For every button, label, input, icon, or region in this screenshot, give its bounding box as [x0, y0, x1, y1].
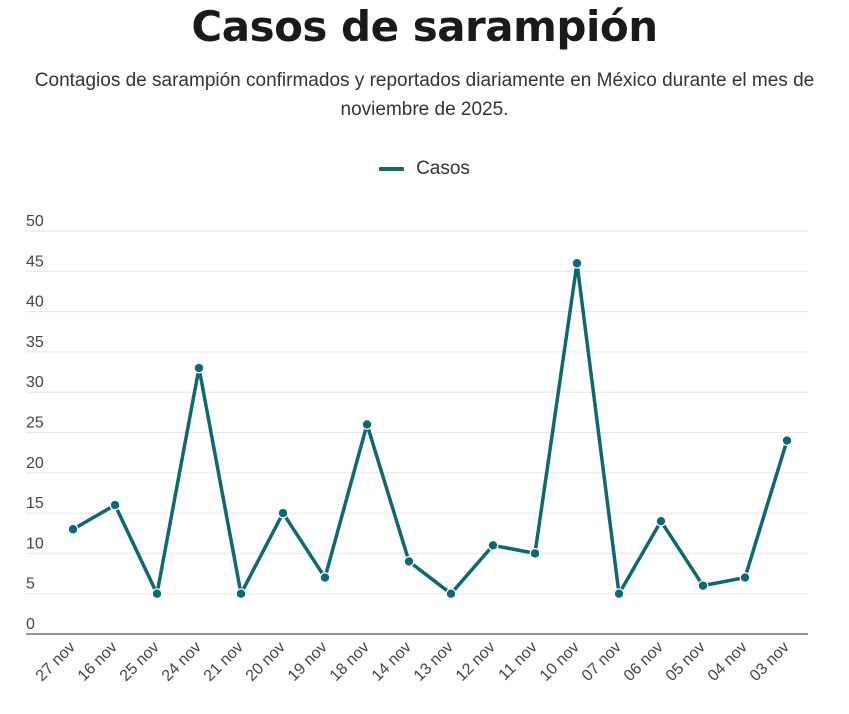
- x-tick-label: 05 nov: [663, 639, 709, 685]
- y-tick-label-20: 20: [26, 455, 44, 472]
- y-tick-label-30: 30: [26, 374, 44, 391]
- y-tick-label-10: 10: [26, 535, 44, 552]
- x-tick-label: 16 nov: [75, 639, 121, 685]
- x-tick-label: 21 nov: [201, 639, 247, 685]
- legend-swatch-casos: [379, 167, 405, 171]
- data-point: [403, 556, 415, 567]
- y-tick-label-0: 0: [26, 616, 35, 633]
- data-point: [781, 435, 793, 446]
- y-tick-label-50: 50: [26, 213, 44, 230]
- x-tick-label: 10 nov: [537, 639, 583, 685]
- data-point: [529, 548, 541, 559]
- series-casos: [67, 257, 793, 600]
- y-tick-label-15: 15: [26, 495, 44, 512]
- data-point: [151, 588, 163, 600]
- data-point: [361, 419, 373, 430]
- y-tick-label-25: 25: [26, 415, 44, 432]
- data-point: [109, 499, 121, 511]
- legend: Casos: [0, 158, 849, 180]
- x-tick-label: 25 nov: [117, 639, 163, 685]
- data-point: [655, 515, 667, 527]
- gridlines: [26, 230, 808, 595]
- y-tick-label-40: 40: [26, 294, 44, 311]
- x-tick-label: 20 nov: [243, 639, 289, 685]
- data-point: [193, 362, 205, 374]
- x-tick-label: 19 nov: [285, 639, 331, 685]
- x-tick-label: 04 nov: [705, 639, 751, 685]
- x-tick-label: 14 nov: [369, 639, 415, 685]
- x-tick-label: 07 nov: [579, 639, 625, 685]
- chart-title: Casos de sarampión: [191, 2, 658, 51]
- x-tick-label: 03 nov: [747, 639, 793, 685]
- data-point: [697, 580, 709, 592]
- y-tick-label-45: 45: [26, 253, 44, 270]
- data-point: [445, 588, 457, 600]
- data-point: [235, 588, 247, 600]
- x-tick-label: 18 nov: [327, 639, 373, 685]
- x-tick-label: 13 nov: [411, 639, 457, 685]
- legend-label-casos: Casos: [416, 158, 470, 179]
- chart-subtitle: Contagios de sarampión confirmados y rep…: [34, 70, 815, 120]
- y-axis: 0 5 10 15 20 25 30 35 40 45 50: [26, 213, 44, 633]
- data-point: [277, 507, 289, 519]
- data-point: [487, 539, 499, 551]
- data-point: [571, 257, 583, 269]
- data-point: [319, 572, 331, 583]
- x-tick-label: 12 nov: [453, 639, 499, 685]
- x-tick-label: 27 nov: [33, 639, 79, 685]
- y-tick-label-35: 35: [26, 334, 44, 351]
- x-tick-label: 24 nov: [159, 639, 205, 685]
- x-tick-label: 06 nov: [621, 639, 667, 685]
- data-point: [613, 588, 625, 600]
- y-tick-label-5: 5: [26, 576, 35, 593]
- data-point: [67, 523, 79, 535]
- data-point: [739, 572, 751, 583]
- series-line-casos: [71, 261, 789, 596]
- x-tick-label: 11 nov: [496, 639, 541, 684]
